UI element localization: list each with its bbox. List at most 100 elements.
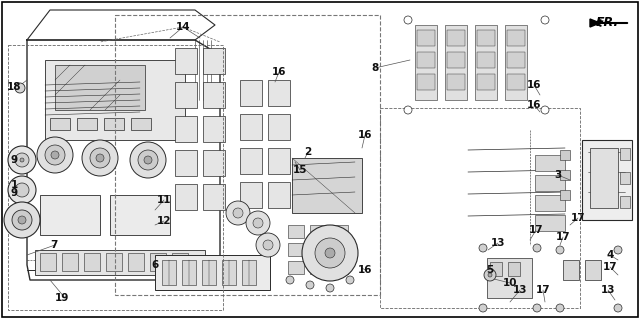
- Bar: [45, 60, 185, 140]
- Circle shape: [614, 246, 622, 254]
- Bar: [585, 260, 601, 280]
- Bar: [490, 262, 502, 276]
- Polygon shape: [280, 145, 380, 295]
- Bar: [268, 80, 290, 106]
- Circle shape: [96, 154, 104, 162]
- Bar: [563, 260, 579, 280]
- Bar: [115, 15, 380, 295]
- Bar: [332, 243, 348, 256]
- Text: 13: 13: [513, 285, 527, 295]
- Text: 16: 16: [272, 67, 286, 77]
- Bar: [447, 52, 465, 68]
- Bar: [535, 215, 565, 231]
- Bar: [268, 114, 290, 140]
- Circle shape: [286, 276, 294, 284]
- Bar: [447, 30, 465, 46]
- Bar: [380, 108, 580, 308]
- Bar: [175, 150, 197, 176]
- Bar: [175, 48, 197, 74]
- Circle shape: [20, 158, 24, 162]
- Circle shape: [541, 16, 549, 24]
- Circle shape: [404, 106, 412, 114]
- Bar: [620, 172, 630, 184]
- Bar: [292, 158, 362, 213]
- Bar: [131, 118, 151, 130]
- Bar: [84, 253, 100, 271]
- Bar: [268, 148, 290, 174]
- Bar: [268, 182, 290, 208]
- Bar: [155, 255, 270, 290]
- Circle shape: [90, 148, 110, 168]
- Text: 17: 17: [556, 232, 570, 242]
- Polygon shape: [475, 248, 545, 310]
- Text: 2: 2: [305, 147, 312, 157]
- Text: 16: 16: [358, 265, 372, 275]
- Text: 13: 13: [601, 285, 615, 295]
- Bar: [620, 148, 630, 160]
- Circle shape: [15, 183, 29, 197]
- Bar: [620, 196, 630, 208]
- Circle shape: [82, 140, 118, 176]
- Bar: [535, 195, 565, 211]
- Circle shape: [226, 201, 250, 225]
- Text: 14: 14: [176, 22, 190, 32]
- Bar: [310, 261, 326, 274]
- Text: 9: 9: [10, 155, 17, 165]
- Bar: [8, 45, 223, 310]
- Bar: [477, 30, 495, 46]
- Bar: [203, 150, 225, 176]
- Bar: [182, 260, 196, 285]
- Bar: [560, 150, 570, 160]
- Text: FR.: FR.: [595, 17, 619, 29]
- Circle shape: [404, 16, 412, 24]
- Bar: [590, 148, 618, 208]
- Polygon shape: [570, 118, 575, 245]
- Circle shape: [8, 176, 36, 204]
- Bar: [203, 48, 225, 74]
- Bar: [242, 260, 256, 285]
- Circle shape: [556, 246, 564, 254]
- Text: 7: 7: [51, 240, 58, 250]
- Circle shape: [15, 153, 29, 167]
- Circle shape: [479, 244, 487, 252]
- Circle shape: [488, 273, 492, 277]
- Text: 6: 6: [152, 260, 159, 270]
- Bar: [508, 262, 520, 276]
- Circle shape: [326, 284, 334, 292]
- Circle shape: [12, 210, 32, 230]
- Text: 13: 13: [491, 238, 505, 248]
- Bar: [507, 52, 525, 68]
- Circle shape: [302, 225, 358, 281]
- Text: 19: 19: [55, 293, 69, 303]
- Bar: [203, 116, 225, 142]
- Text: 9: 9: [10, 188, 17, 198]
- Bar: [240, 182, 262, 208]
- Bar: [40, 253, 56, 271]
- Text: 1: 1: [10, 180, 18, 190]
- Text: 5: 5: [486, 265, 493, 275]
- Bar: [477, 74, 495, 90]
- Bar: [310, 243, 326, 256]
- Circle shape: [51, 151, 59, 159]
- Bar: [222, 260, 236, 285]
- Bar: [203, 184, 225, 210]
- Bar: [240, 148, 262, 174]
- Circle shape: [8, 146, 36, 174]
- Text: 10: 10: [503, 278, 517, 288]
- Circle shape: [533, 304, 541, 312]
- Bar: [447, 74, 465, 90]
- Bar: [104, 118, 124, 130]
- Circle shape: [130, 142, 166, 178]
- Text: 17: 17: [536, 285, 550, 295]
- Circle shape: [533, 244, 541, 252]
- Bar: [332, 261, 348, 274]
- Bar: [445, 25, 467, 100]
- Text: 3: 3: [554, 170, 562, 180]
- Bar: [507, 30, 525, 46]
- Circle shape: [484, 269, 496, 281]
- Circle shape: [614, 304, 622, 312]
- Polygon shape: [458, 130, 575, 245]
- Circle shape: [306, 281, 314, 289]
- Text: 8: 8: [371, 63, 379, 73]
- Circle shape: [315, 238, 345, 268]
